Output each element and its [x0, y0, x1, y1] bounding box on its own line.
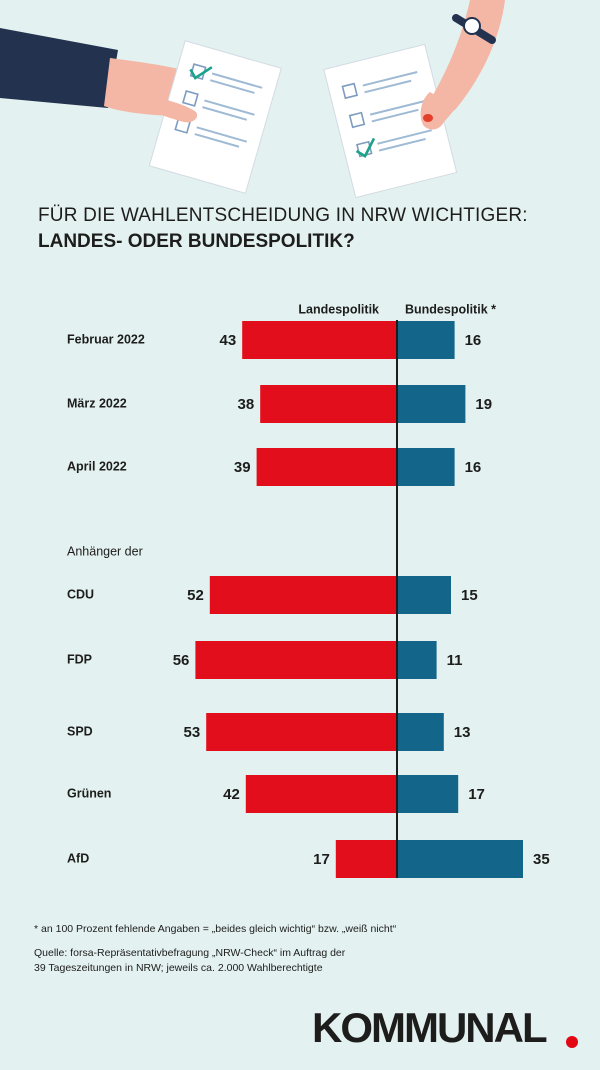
diverging-bar-chart: Landespolitik Bundespolitik * Anhänger der…: [67, 302, 550, 878]
kommunal-logo: KOMMUNAL: [312, 1004, 548, 1051]
bar-bundes-6: [397, 775, 459, 813]
group-label: Anhänger der: [67, 544, 143, 558]
bar-landes-7: [335, 840, 397, 878]
value-landes-7: 17: [313, 851, 330, 868]
logo-dot: [566, 1036, 578, 1048]
value-landes-1: 38: [238, 396, 255, 413]
row-label-7: AfD: [67, 851, 89, 865]
title-line-2: LANDES- ODER BUNDESPOLITIK?: [38, 231, 355, 252]
row-label-4: FDP: [67, 652, 92, 666]
value-bundes-5: 13: [454, 724, 471, 741]
value-landes-2: 39: [234, 459, 251, 476]
value-bundes-7: 35: [533, 851, 550, 868]
row-label-2: April 2022: [67, 459, 127, 473]
ballot-illustration: [0, 0, 505, 199]
left-ballot: [148, 40, 282, 194]
right-arm: [430, 0, 505, 110]
title-line-1: FÜR DIE WAHLENTSCHEIDUNG IN NRW WICHTIGE…: [38, 205, 528, 226]
value-landes-6: 42: [223, 786, 240, 803]
row-label-0: Februar 2022: [67, 332, 145, 346]
bar-bundes-2: [397, 448, 455, 486]
value-bundes-0: 16: [465, 332, 482, 349]
bar-bundes-7: [397, 840, 523, 878]
source-note: Quelle: forsa-Repräsentativbefragung „NR…: [34, 946, 574, 976]
bar-bundes-1: [397, 385, 466, 423]
left-sleeve: [0, 28, 118, 108]
row-label-5: SPD: [67, 724, 93, 738]
value-bundes-4: 11: [447, 652, 463, 669]
bar-bundes-4: [397, 641, 437, 679]
bar-bundes-5: [397, 713, 444, 751]
bar-landes-4: [195, 641, 397, 679]
row-label-1: März 2022: [67, 396, 127, 410]
right-ballot: [323, 43, 458, 199]
footnote: * an 100 Prozent fehlende Angaben = „bei…: [34, 922, 574, 937]
value-landes-5: 53: [184, 724, 201, 741]
value-landes-3: 52: [187, 587, 204, 604]
legend-landespolitik: Landespolitik: [298, 302, 379, 316]
row-label-3: CDU: [67, 587, 94, 601]
bar-landes-2: [256, 448, 397, 486]
source-line-1: Quelle: forsa-Repräsentativbefragung „NR…: [34, 947, 346, 959]
bar-landes-1: [260, 385, 397, 423]
value-landes-4: 56: [173, 652, 190, 669]
row-label-6: Grünen: [67, 786, 111, 800]
bar-bundes-3: [397, 576, 451, 614]
chart-title: FÜR DIE WAHLENTSCHEIDUNG IN NRW WICHTIGE…: [38, 203, 578, 255]
value-bundes-1: 19: [475, 396, 492, 413]
bar-landes-0: [242, 321, 397, 359]
value-landes-0: 43: [220, 332, 237, 349]
legend-bundespolitik: Bundespolitik *: [405, 302, 496, 316]
footnote-asterisk: *: [34, 923, 42, 935]
value-bundes-3: 15: [461, 587, 478, 604]
bar-landes-3: [209, 576, 397, 614]
footnote-text: an 100 Prozent fehlende Angaben = „beide…: [41, 923, 397, 935]
value-bundes-6: 17: [468, 786, 485, 803]
value-bundes-2: 16: [465, 459, 482, 476]
bar-landes-5: [206, 713, 397, 751]
bar-landes-6: [245, 775, 397, 813]
source-line-2: 39 Tageszeitungen in NRW; jeweils ca. 2.…: [34, 962, 323, 974]
bar-bundes-0: [397, 321, 455, 359]
